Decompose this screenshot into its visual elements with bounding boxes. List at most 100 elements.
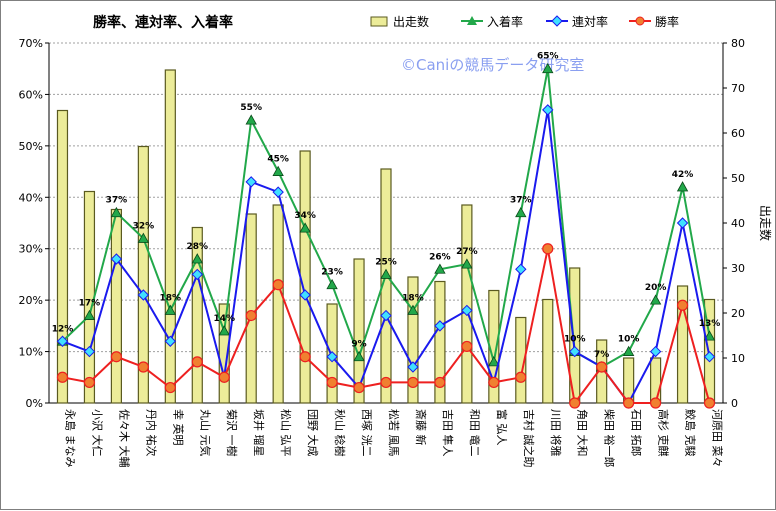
legend-marker-nyuchaku — [467, 16, 477, 25]
y-tick-label: 30% — [19, 243, 43, 256]
bar-runs — [353, 258, 365, 404]
nyuchaku-point — [191, 253, 203, 264]
nyuchaku-point — [649, 294, 662, 305]
nyuchaku-point — [542, 62, 554, 74]
data-label: 14% — [213, 314, 235, 324]
bar-runs — [245, 213, 257, 404]
x-tick-label: 坂井 瑠星 — [252, 409, 266, 457]
x-tick-label: 吉村 誠之助 — [522, 409, 536, 468]
data-label: 12% — [52, 324, 74, 334]
nyuchaku-point — [272, 165, 284, 176]
rentai-point — [272, 186, 284, 198]
x-tick-label: 川田 将雅 — [549, 409, 563, 457]
rentai-point — [703, 351, 716, 363]
x-tick-label: 河原田 菜々 — [711, 409, 724, 468]
shoritsu-point — [83, 376, 96, 389]
legend-marker-shoritsu — [635, 16, 645, 26]
shoritsu-point — [515, 371, 527, 383]
rentai-point — [191, 268, 203, 281]
rentai-point — [326, 351, 338, 363]
rentai-point — [407, 361, 419, 373]
x-tick-label: 丸山 元気 — [198, 409, 212, 457]
x-tick-label: 丹内 祐次 — [144, 409, 158, 457]
rentai-point — [542, 104, 554, 116]
legend-label-rentai: 連対率 — [572, 14, 608, 29]
y2-tick-label: 60 — [731, 127, 745, 140]
shoritsu-point — [218, 371, 230, 383]
chart-title: 勝率、連対率、入着率 — [93, 14, 233, 31]
shoritsu-point — [569, 397, 581, 409]
bar-runs — [218, 303, 230, 404]
x-tick-label: 石田 拓郎 — [630, 409, 644, 457]
y-tick-label: 10% — [19, 346, 43, 359]
nyuchaku-point — [622, 345, 635, 356]
bar-runs — [649, 357, 662, 404]
rentai-point — [515, 263, 527, 275]
y2-tick-label: 0 — [731, 397, 738, 410]
shoritsu-point — [623, 397, 635, 409]
x-tick-label: 富 弘人 — [495, 409, 509, 445]
bar-runs — [676, 285, 689, 404]
bar-runs — [272, 204, 284, 404]
shoritsu-point — [649, 397, 662, 409]
data-label: 27% — [456, 247, 478, 257]
data-label: 37% — [106, 196, 128, 206]
y2-tick-label: 50 — [731, 172, 745, 185]
x-tick-label: 松山 弘平 — [279, 409, 293, 457]
nyuchaku-point — [703, 330, 716, 341]
nyuchaku-point — [299, 222, 311, 233]
y-tick-label: 40% — [19, 191, 43, 204]
x-tick-label: 吉田 隼人 — [441, 409, 455, 457]
data-label: 17% — [79, 299, 101, 309]
x-tick-label: 松若 風馬 — [387, 409, 401, 457]
y-tick-label: 60% — [19, 88, 43, 101]
rentai-point — [380, 309, 392, 322]
rentai-point — [137, 289, 150, 301]
bar-runs — [164, 69, 176, 404]
shoritsu-point — [110, 351, 123, 363]
shoritsu-point — [703, 397, 716, 409]
shoritsu-point — [434, 376, 446, 389]
x-tick-label: 斎藤 新 — [414, 409, 428, 446]
x-tick-label: 西塚 洸二 — [360, 409, 374, 457]
nyuchaku-point — [164, 304, 176, 315]
nyuchaku-point — [83, 309, 96, 320]
x-tick-label: 菊沢 一樹 — [225, 409, 239, 457]
x-tick-label: 永島 まなみ — [63, 409, 77, 468]
data-label: 55% — [240, 103, 262, 113]
nyuchaku-point — [353, 350, 365, 362]
data-label: 18% — [160, 293, 182, 303]
nyuchaku-point — [434, 263, 446, 274]
shoritsu-point — [676, 299, 689, 311]
y-tick-label: 0% — [26, 397, 43, 410]
data-label: 7% — [594, 350, 609, 360]
data-label: 10% — [618, 335, 640, 345]
y2-tick-label: 30 — [731, 262, 745, 275]
nyuchaku-point — [488, 356, 500, 367]
data-label: 34% — [294, 211, 316, 221]
y2-tick-label: 70 — [731, 82, 745, 95]
legend-label-nyuchaku: 入着率 — [487, 14, 523, 29]
shoritsu-point — [137, 361, 149, 373]
rentai-point — [649, 345, 662, 358]
shoritsu-point — [407, 376, 419, 389]
bar-runs — [515, 316, 527, 404]
shoritsu-point — [299, 351, 311, 363]
x-tick-label: 佐々木 大輔 — [117, 409, 131, 468]
nyuchaku-point — [380, 268, 392, 279]
y-tick-label: 20% — [19, 294, 43, 307]
shoritsu-point — [272, 279, 284, 291]
data-label: 10% — [564, 335, 586, 345]
rentai-point — [245, 176, 257, 188]
nyuchaku-point — [218, 325, 230, 336]
nyuchaku-point — [461, 258, 473, 269]
shoritsu-point — [461, 340, 473, 353]
bar-runs — [110, 208, 123, 404]
shoritsu-point — [596, 361, 608, 373]
rentai-point — [56, 335, 69, 347]
nyuchaku-point — [407, 304, 419, 315]
bar-runs — [542, 298, 554, 404]
rentai-point — [83, 345, 96, 358]
rentai-point — [110, 253, 123, 265]
data-label: 25% — [375, 257, 397, 267]
